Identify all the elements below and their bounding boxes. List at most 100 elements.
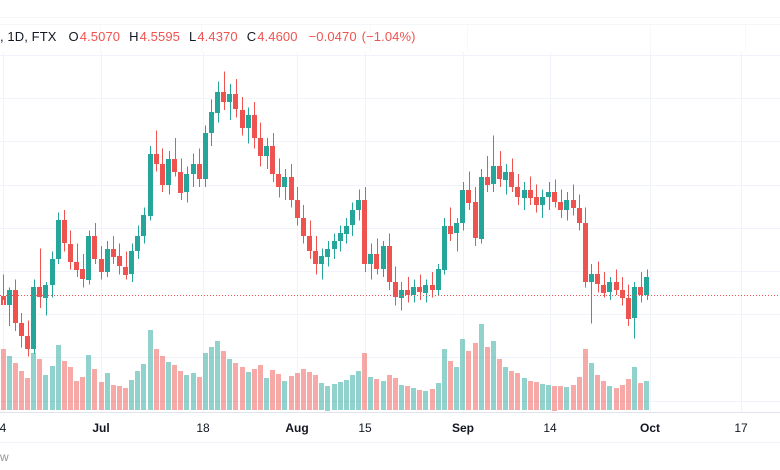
candle-body xyxy=(626,298,631,319)
toolbar-divider-1 xyxy=(100,24,101,52)
candle-body xyxy=(356,200,361,210)
candle-body xyxy=(393,282,398,297)
candle-body xyxy=(571,200,576,208)
candle-body xyxy=(454,223,459,233)
candle-body xyxy=(411,287,416,295)
candle-body xyxy=(442,226,447,270)
toolbar-hairline-top xyxy=(0,17,780,18)
candle-body xyxy=(338,233,343,241)
candle-body xyxy=(50,259,55,285)
candle-body xyxy=(460,190,465,223)
candle-body xyxy=(620,290,625,298)
candle-body xyxy=(325,249,330,257)
symbol-label: , 1D, FTX xyxy=(0,29,57,44)
ohlc-high-value: 4.5595 xyxy=(139,29,180,44)
candle-body xyxy=(399,290,404,298)
price-pane[interactable] xyxy=(0,52,780,412)
candle-body xyxy=(430,285,435,290)
candle-body xyxy=(405,290,410,295)
candle-body xyxy=(509,172,514,187)
ohlc-close-value: 4.4600 xyxy=(257,29,298,44)
candle-body xyxy=(37,287,42,297)
candle-body xyxy=(558,202,563,210)
time-axis-tick: 15 xyxy=(358,421,372,435)
candle-body xyxy=(607,282,612,292)
candle-body xyxy=(313,251,318,264)
candle-body xyxy=(99,259,104,272)
time-axis-tick: Oct xyxy=(639,421,661,435)
candle-body xyxy=(31,287,36,349)
candle-body xyxy=(515,187,520,197)
ohlc-close: C 4.4600 xyxy=(247,29,298,44)
ohlc-low-value: 4.4370 xyxy=(197,29,238,44)
candle-body xyxy=(583,223,588,282)
ohlc-open-label: O xyxy=(68,29,79,44)
time-axis-tick: 4 xyxy=(0,421,7,435)
time-axis-tick: Aug xyxy=(285,421,309,435)
candle-body xyxy=(92,236,97,259)
candle-body xyxy=(148,154,153,216)
candle-body xyxy=(503,172,508,180)
candle-body xyxy=(197,164,202,179)
candle-body xyxy=(528,190,533,198)
candle-body xyxy=(344,226,349,234)
candle-body xyxy=(479,177,484,239)
candle-body xyxy=(534,197,539,205)
candle-body xyxy=(240,110,245,128)
candle-body xyxy=(589,274,594,282)
candle-body xyxy=(160,164,165,185)
candle-body xyxy=(7,290,12,305)
candle-body xyxy=(246,115,251,128)
ohlc-high: H 4.5595 xyxy=(129,29,180,44)
candle-body xyxy=(166,159,171,185)
time-axis[interactable]: 4 Jul 18 Aug 15 Sep 14 Oct 17 xyxy=(0,412,780,443)
time-axis-tick: Jul xyxy=(92,421,110,435)
candle-body xyxy=(638,287,643,295)
candle-body xyxy=(13,290,18,323)
change-absolute: −0.0470 xyxy=(308,29,357,44)
candle-body xyxy=(43,285,48,298)
chart-legend[interactable]: , 1D, FTX O 4.5070 H 4.5595 L 4.4370 C 4… xyxy=(0,27,416,46)
candle-body xyxy=(252,115,257,138)
candle-body xyxy=(448,226,453,234)
ohlc-close-label: C xyxy=(246,29,257,44)
candle-body xyxy=(289,177,294,200)
toolbar-divider-2 xyxy=(201,24,202,52)
candle-body xyxy=(74,262,79,270)
candle-body xyxy=(203,133,208,179)
ohlc-high-label: H xyxy=(129,29,139,44)
candle-body xyxy=(301,218,306,236)
candle-body xyxy=(123,267,128,275)
candle-body xyxy=(632,287,637,318)
candle-body xyxy=(184,174,189,192)
ohlc-low: L 4.4370 xyxy=(189,29,238,44)
candle-body xyxy=(68,244,73,262)
candle-body xyxy=(546,192,551,197)
time-axis-tick: 18 xyxy=(196,421,210,435)
toolbar-divider-5 xyxy=(650,24,651,52)
toolbar-divider-4 xyxy=(467,24,468,52)
candle-body xyxy=(417,287,422,292)
candle-body xyxy=(577,208,582,223)
candle-body xyxy=(362,200,367,264)
candle-body xyxy=(221,92,226,102)
candle-body xyxy=(111,249,116,257)
candle-body xyxy=(423,285,428,293)
candle-body xyxy=(56,220,61,259)
candle-body xyxy=(473,202,478,238)
candle-body xyxy=(295,200,300,218)
time-axis-tick: 14 xyxy=(543,421,557,435)
toolbar-divider-3 xyxy=(370,24,371,52)
candle-body xyxy=(233,94,238,109)
toolbar-divider-6 xyxy=(745,24,746,52)
candle-body xyxy=(172,159,177,172)
candle-body xyxy=(129,251,134,274)
candle-body xyxy=(105,249,110,272)
candle-body xyxy=(258,138,263,156)
candle-body xyxy=(191,164,196,174)
candle-body xyxy=(466,190,471,203)
candle-body xyxy=(276,174,281,187)
candle-body xyxy=(332,241,337,249)
candle-body xyxy=(436,269,441,290)
candle-body xyxy=(1,296,6,305)
